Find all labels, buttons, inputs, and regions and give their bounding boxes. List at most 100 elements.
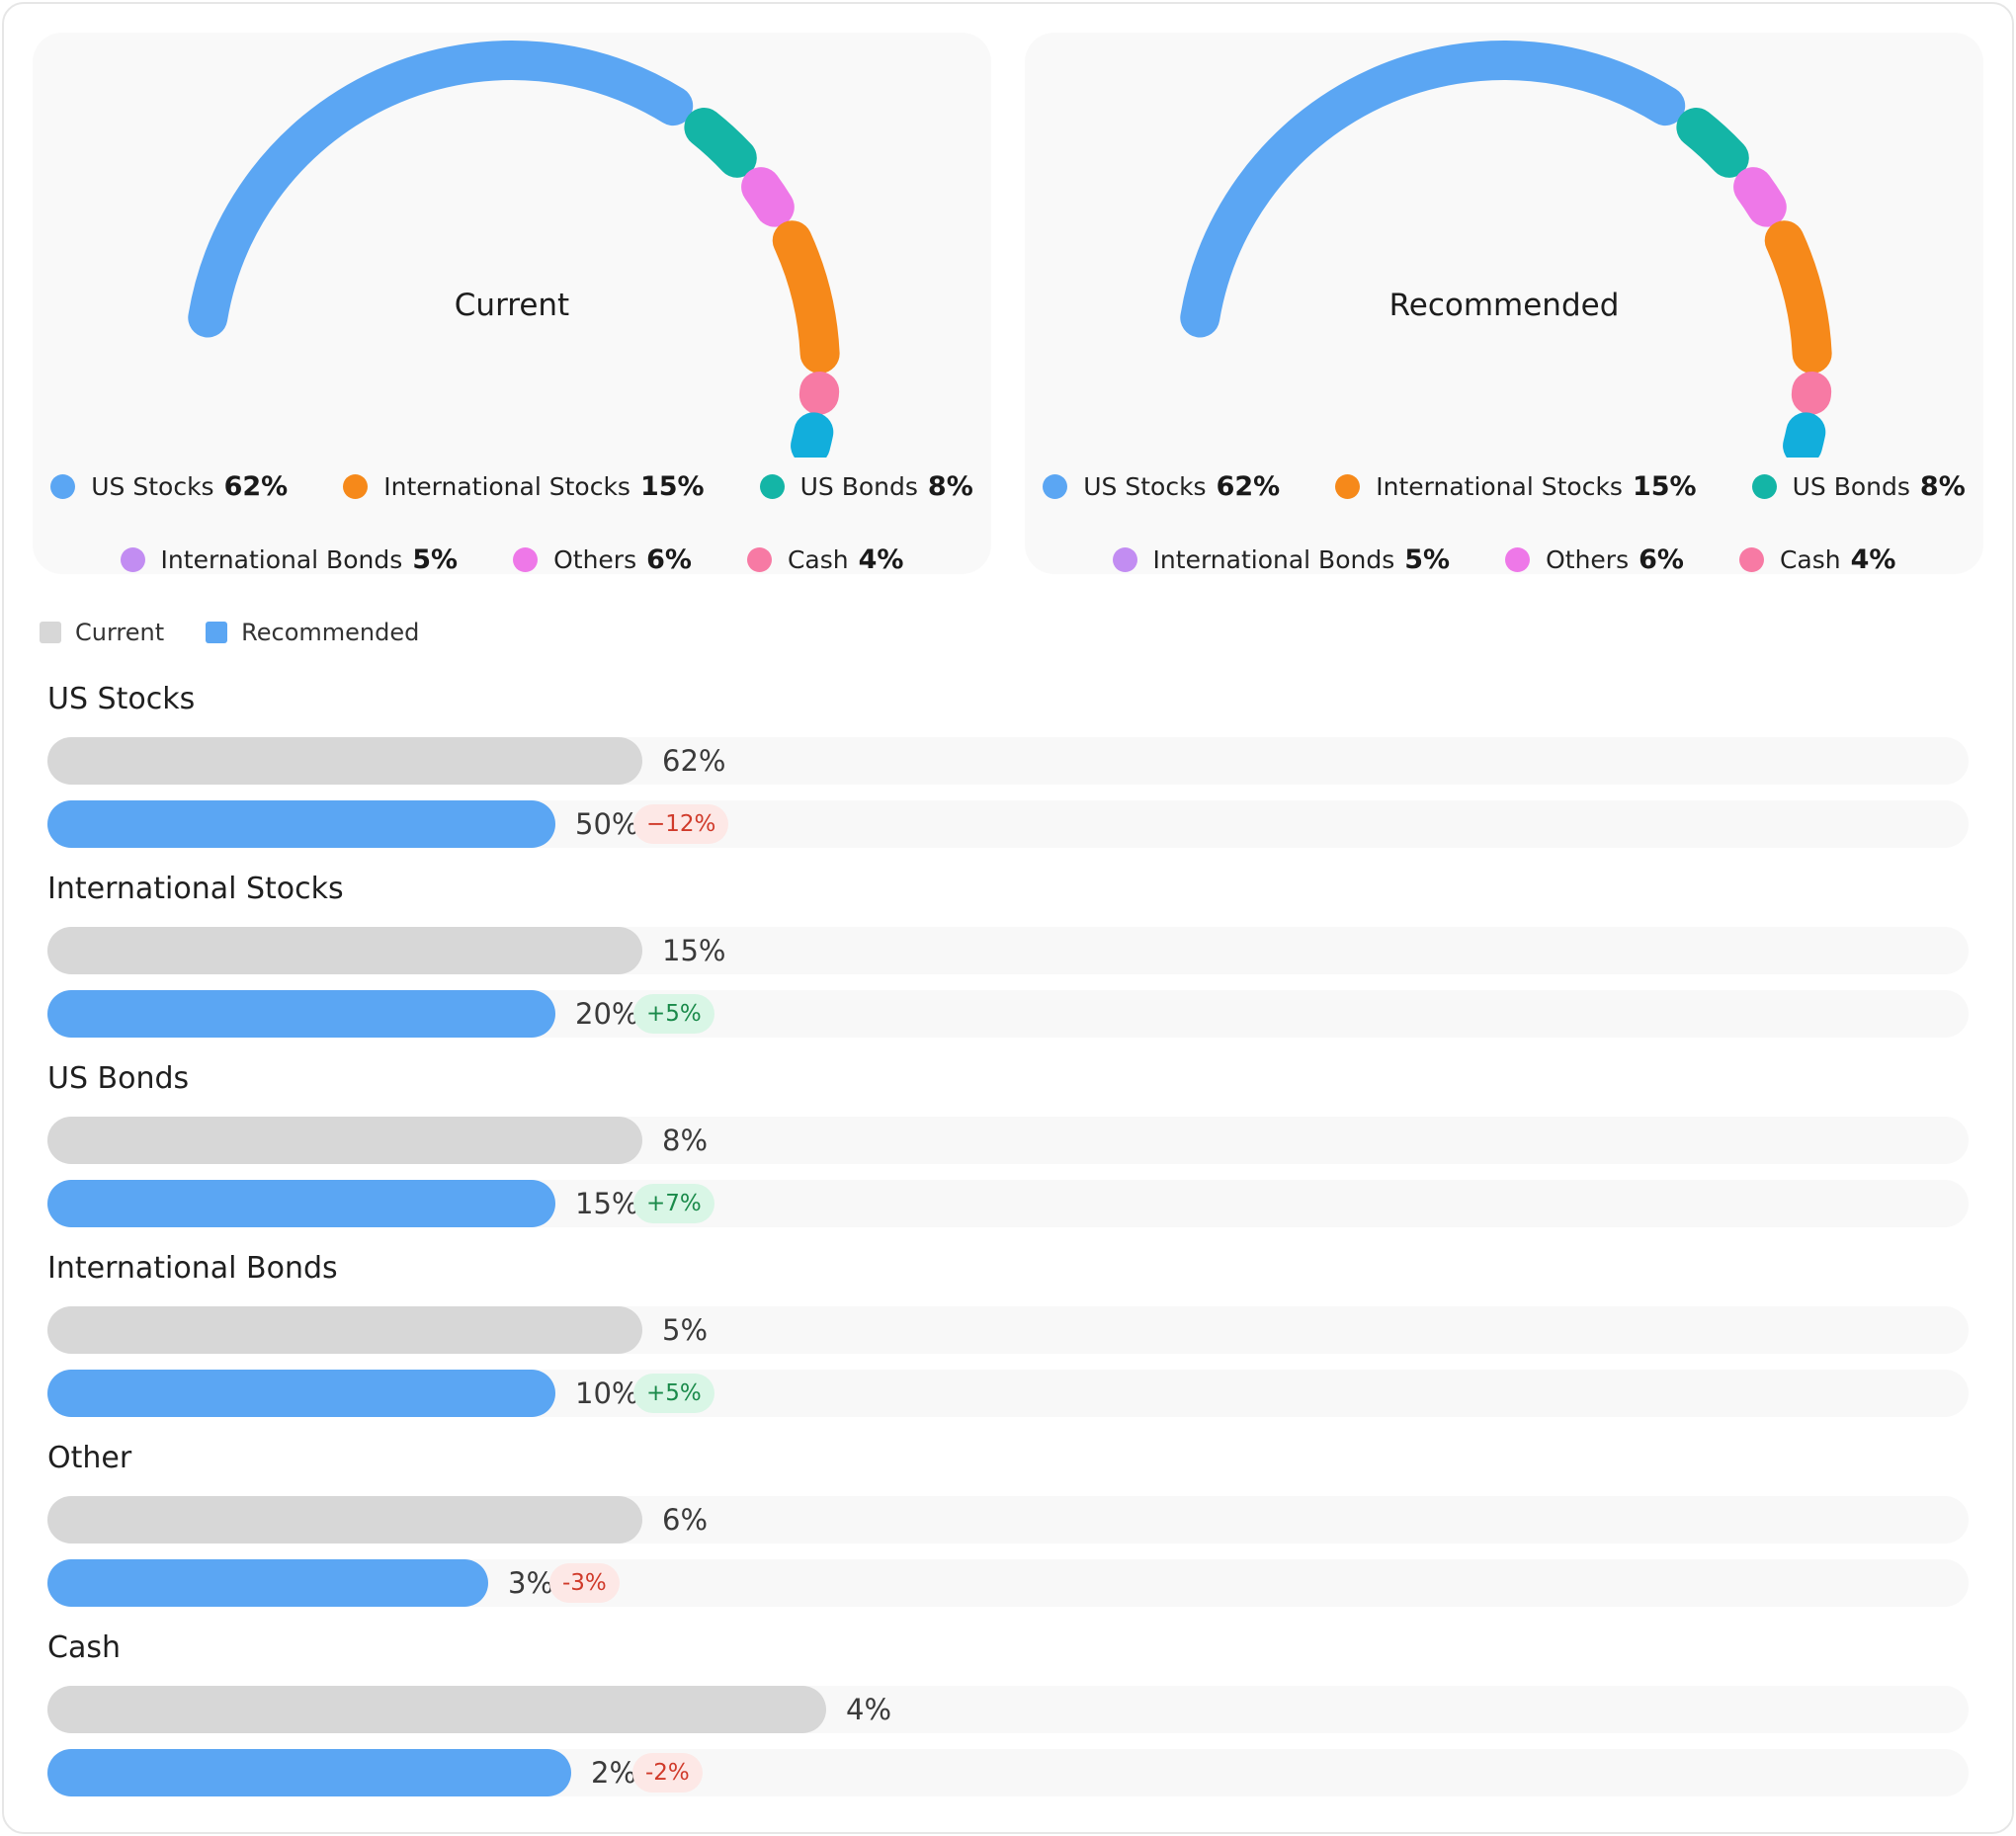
legend-item-international-stocks: International Stocks 15%	[1335, 471, 1697, 502]
current-bar-track: 4%	[47, 1686, 1969, 1733]
legend-swatch-current	[40, 622, 61, 643]
legend-swatch-recommended	[206, 622, 228, 643]
bar-value-label: 6%	[662, 1503, 709, 1537]
legend-dot	[1112, 547, 1137, 572]
bar-group-other: Other 6% 3% -3%	[47, 1441, 1969, 1619]
recommended-donut-chart	[1180, 41, 1832, 458]
donut-segment-us-stocks[interactable]	[188, 41, 694, 338]
donut-segment-international-bonds[interactable]	[1783, 412, 1826, 458]
legend-value: 4%	[1850, 544, 1896, 575]
bar-value-label: 15%	[662, 934, 726, 967]
current-bar-track: 8%	[47, 1117, 1969, 1164]
current-donut-chart	[188, 41, 840, 458]
legend-label: Others	[1546, 545, 1630, 574]
donut-legend-row: International Bonds 5% Others 6% Cash 4%	[1025, 544, 1983, 575]
recommended-bar[interactable]	[47, 1559, 488, 1607]
delta-badge: -3%	[549, 1563, 620, 1603]
current-bar[interactable]	[47, 927, 642, 974]
bar-group-international-bonds: International Bonds 5% 10% +5%	[47, 1251, 1969, 1429]
bar-value-label: 10%	[575, 1377, 639, 1410]
recommended-bar[interactable]	[47, 1180, 555, 1227]
legend-recommended: Recommended	[206, 619, 419, 646]
legend-value: 8%	[1919, 471, 1966, 502]
bar-group-title: Cash	[47, 1630, 121, 1665]
recommended-allocation-card: Recommended US Stocks 62% International St…	[1025, 33, 1983, 575]
bar-group-title: Other	[47, 1441, 132, 1475]
legend-dot	[343, 474, 369, 499]
legend-value: 62%	[1216, 471, 1281, 502]
legend-dot	[746, 547, 772, 572]
current-bar[interactable]	[47, 737, 642, 785]
current-bar[interactable]	[47, 1496, 642, 1544]
legend-item-us-bonds: US Bonds 8%	[1751, 471, 1966, 502]
recommended-bar-track: 15% +7%	[47, 1180, 1969, 1227]
bar-group-us-stocks: US Stocks 62% 50% −12%	[47, 682, 1969, 860]
current-allocation-card: Current US Stocks 62% International Stocks…	[33, 33, 991, 575]
donut-segment-international-stocks[interactable]	[1764, 220, 1832, 374]
donut-segment-international-stocks[interactable]	[772, 220, 840, 374]
bar-group-title: US Bonds	[47, 1061, 190, 1096]
legend-dot	[1505, 547, 1531, 572]
delta-badge: +5%	[633, 1374, 714, 1413]
legend-label: Cash	[1779, 545, 1841, 574]
donut-segment-others[interactable]	[741, 167, 795, 227]
legend-current: Current	[40, 619, 164, 646]
donut-segment-us-bonds[interactable]	[684, 107, 757, 178]
legend-label: US Bonds	[799, 472, 918, 501]
bar-group-title: US Stocks	[47, 682, 196, 716]
recommended-bar-track: 20% +5%	[47, 990, 1969, 1038]
current-bar-track: 62%	[47, 737, 1969, 785]
bar-value-label: 50%	[575, 807, 639, 841]
donut-legend-row: International Bonds 5% Others 6% Cash 4%	[33, 544, 991, 575]
current-bar[interactable]	[47, 1117, 642, 1164]
legend-item-us-stocks: US Stocks 62%	[1043, 471, 1280, 502]
bar-chart-legend: Current Recommended	[40, 619, 461, 646]
donut-center-label: Current	[454, 288, 570, 323]
bar-group-cash: Cash 4% 2% -2%	[47, 1630, 1969, 1808]
legend-value: 4%	[858, 544, 904, 575]
donut-segment-international-bonds[interactable]	[791, 412, 834, 458]
legend-value: 62%	[223, 471, 289, 502]
legend-value: 6%	[646, 544, 692, 575]
donut-center-label: Recommended	[1388, 288, 1620, 323]
legend-value: 5%	[412, 544, 459, 575]
bar-value-label: 62%	[662, 744, 726, 778]
current-bar[interactable]	[47, 1686, 826, 1733]
donut-segment-us-stocks[interactable]	[1180, 41, 1686, 338]
bar-group-international-stocks: International Stocks 15% 20% +5%	[47, 872, 1969, 1049]
recommended-bar[interactable]	[47, 990, 555, 1038]
legend-dot	[120, 547, 145, 572]
current-bar-track: 15%	[47, 927, 1969, 974]
bar-group-title: International Bonds	[47, 1251, 338, 1286]
legend-item-others: Others 6%	[1505, 544, 1684, 575]
legend-value: 15%	[639, 471, 705, 502]
legend-label: Recommended	[241, 619, 420, 646]
legend-item-cash: Cash 4%	[1738, 544, 1896, 575]
legend-dot	[1043, 474, 1068, 499]
recommended-bar-track: 10% +5%	[47, 1370, 1969, 1417]
recommended-bar-track: 50% −12%	[47, 800, 1969, 848]
donut-segment-others[interactable]	[1733, 167, 1787, 227]
recommended-bar[interactable]	[47, 1370, 555, 1417]
current-bar-track: 6%	[47, 1496, 1969, 1544]
legend-dot	[1738, 547, 1764, 572]
legend-label: Current	[75, 619, 165, 646]
legend-value: 5%	[1404, 544, 1451, 575]
legend-dot	[1335, 474, 1361, 499]
current-bar[interactable]	[47, 1306, 642, 1354]
recommended-bar-track: 3% -3%	[47, 1559, 1969, 1607]
donut-segment-us-bonds[interactable]	[1676, 107, 1749, 178]
bar-group-title: International Stocks	[47, 872, 344, 906]
legend-label: Others	[553, 545, 637, 574]
legend-item-us-stocks: US Stocks 62%	[50, 471, 288, 502]
recommended-bar[interactable]	[47, 1749, 571, 1796]
legend-item-international-bonds: International Bonds 5%	[1112, 544, 1451, 575]
legend-item-international-bonds: International Bonds 5%	[120, 544, 459, 575]
legend-value: 6%	[1638, 544, 1684, 575]
delta-badge: -2%	[632, 1753, 703, 1793]
donut-legend-row: US Stocks 62% International Stocks 15% US Bo…	[1025, 471, 1983, 502]
recommended-bar-track: 2% -2%	[47, 1749, 1969, 1796]
recommended-bar[interactable]	[47, 800, 555, 848]
delta-badge: +5%	[633, 994, 714, 1034]
bar-group-us-bonds: US Bonds 8% 15% +7%	[47, 1061, 1969, 1239]
